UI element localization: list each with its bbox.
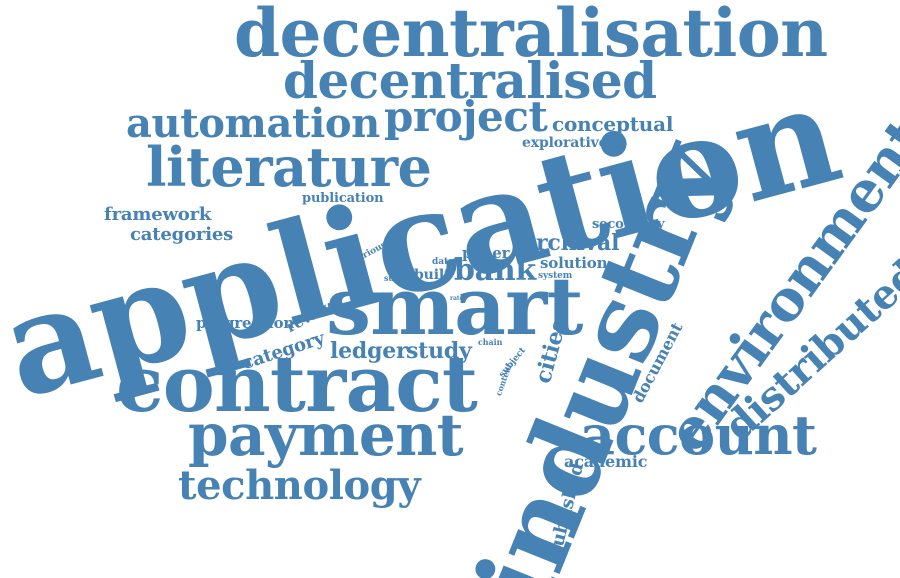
word-built: built (414, 267, 451, 283)
word-decentralised: decentralised (283, 51, 657, 110)
word-secondary: secondary (592, 217, 665, 232)
word-ledger: ledger (330, 338, 408, 364)
word-supply: supply (384, 273, 413, 283)
word-academic: academic (564, 452, 648, 471)
word-framework: framework (104, 204, 212, 225)
word-paper: paper (462, 244, 510, 262)
word-archival: archival (522, 230, 620, 256)
word-contract: contract (116, 339, 478, 430)
word-solution: solution (540, 254, 608, 272)
word-literature: literature (146, 135, 432, 199)
word-system: system (538, 271, 573, 281)
word-payment: payment (188, 401, 464, 469)
word-data: data (432, 257, 454, 267)
word-account: account (580, 403, 817, 467)
word-automation: automation (126, 100, 380, 147)
word-project: project (384, 92, 548, 141)
word-smart: smart (326, 259, 583, 353)
word-study: study (406, 338, 472, 364)
word-bank: bank (454, 253, 536, 288)
word-categories: categories (130, 224, 234, 245)
word-progression: progression (196, 314, 295, 332)
word-conceptual: conceptual (552, 112, 674, 136)
word-explorative: explorative (522, 135, 608, 151)
word-decentralisation: decentralisation (234, 0, 828, 72)
word-chain: chain (478, 337, 503, 347)
word-technology: technology (178, 462, 421, 509)
word-rate: rate (450, 295, 464, 302)
word-publication: publication (302, 191, 384, 206)
word-content: content (493, 361, 515, 398)
